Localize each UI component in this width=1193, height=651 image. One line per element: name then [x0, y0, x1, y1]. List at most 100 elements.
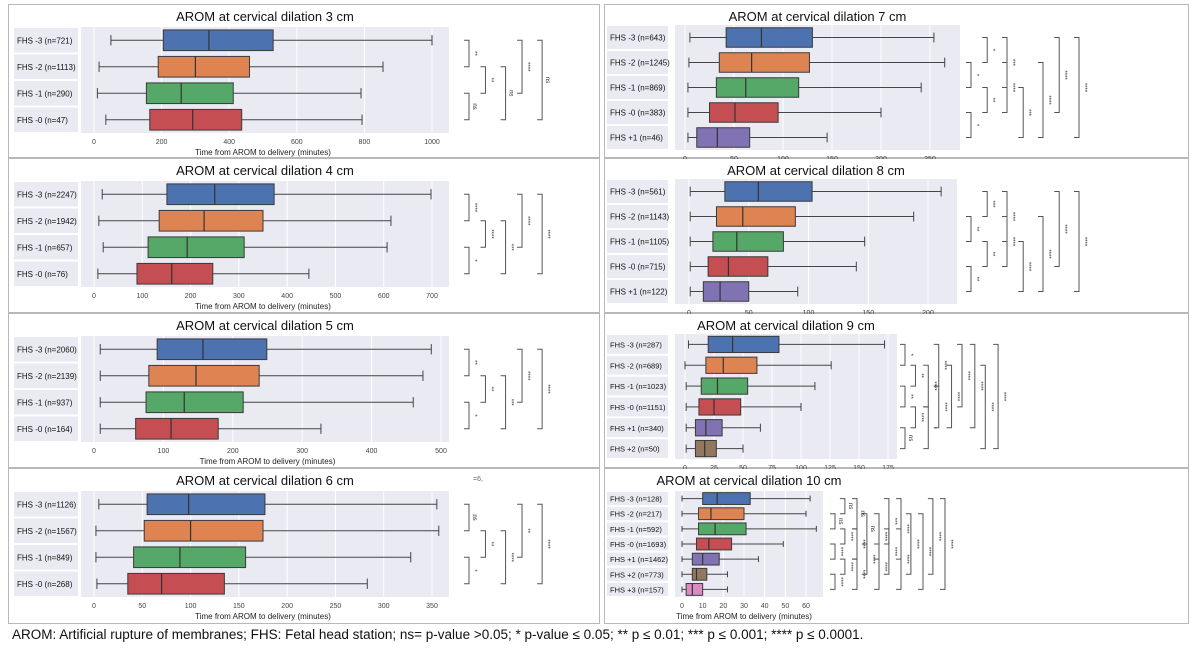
- x-tick-label: 600: [378, 293, 390, 300]
- stray-text: =6,: [473, 476, 483, 483]
- significance-label: ****: [837, 547, 843, 557]
- significance-label: ****: [1025, 262, 1031, 272]
- x-tick-label: 500: [330, 293, 342, 300]
- significance-bracket: [966, 266, 972, 292]
- significance-label: *: [471, 414, 477, 417]
- category-label: FHS +1 (n=122): [610, 288, 668, 297]
- category-label: FHS +2 (n=50): [610, 445, 660, 454]
- category-label: FHS -3 (n=643): [610, 34, 666, 43]
- significance-label: *: [471, 259, 477, 262]
- category-label-bg: [14, 545, 78, 570]
- category-label: FHS -3 (n=1126): [17, 500, 77, 509]
- x-tick-label: 1000: [424, 139, 440, 146]
- category-label-bg: [14, 337, 78, 362]
- boxplot-chart: AROM at cervical dilation 5 cm 0 100 200 300…: [14, 318, 550, 466]
- significance-label: ****: [524, 62, 530, 72]
- box-iqr: [696, 127, 751, 148]
- box-iqr: [724, 181, 813, 202]
- significance-label: *: [471, 569, 477, 572]
- boxplot-chart: AROM at cervical dilation 10 cm 0 10 20 30 40…: [607, 473, 953, 621]
- significance-label: ****: [1009, 83, 1015, 93]
- significance-bracket: [852, 498, 858, 530]
- significance-bracket: [537, 193, 543, 275]
- significance-label: ****: [508, 553, 514, 563]
- category-label: FHS -3 (n=2247): [17, 190, 77, 199]
- significance-label: ***: [508, 399, 514, 407]
- panel-dilation-3cm: AROM at cervical dilation 3 cm 0 200 400 600…: [8, 4, 600, 158]
- category-label-bg: [607, 552, 668, 566]
- x-tick-label: 50: [745, 310, 753, 314]
- x-tick-label: 0: [92, 448, 96, 455]
- significance-label: ***: [891, 518, 897, 526]
- significance-bracket: [500, 375, 507, 430]
- box-iqr: [145, 391, 244, 414]
- boxplot-chart: AROM at cervical dilation 6 cm 0 50 100 150 2…: [14, 473, 550, 621]
- significance-label: **: [487, 542, 493, 547]
- box-iqr: [725, 27, 813, 48]
- category-label: FHS -3 (n=561): [610, 188, 666, 197]
- significance-label: ****: [881, 562, 887, 572]
- category-label-bg: [607, 507, 668, 521]
- x-tick-label: 0: [680, 603, 684, 610]
- box-iqr: [691, 552, 720, 566]
- box-iqr: [136, 262, 214, 285]
- significance-bracket: [927, 498, 934, 575]
- significance-label: ****: [935, 532, 941, 542]
- significance-label: ns: [859, 511, 865, 517]
- significance-label: *: [973, 74, 979, 77]
- category-label: FHS -1 (n=1023): [610, 382, 667, 391]
- category-label-bg: [14, 182, 78, 207]
- significance-bracket: [969, 343, 976, 429]
- significance-bracket: [982, 37, 988, 63]
- category-label-bg: [14, 390, 78, 415]
- x-tick-label: 300: [296, 448, 308, 455]
- category-label: FHS +1 (n=1462): [610, 555, 668, 564]
- category-label: FHS -0 (n=76): [17, 270, 68, 279]
- significance-bracket: [480, 375, 486, 403]
- significance-bracket: [517, 193, 523, 248]
- significance-bracket: [1002, 191, 1008, 242]
- category-label: FHS +2 (n=773): [610, 570, 664, 579]
- x-tick-label: 0: [92, 293, 96, 300]
- category-label-bg: [607, 376, 668, 396]
- box-iqr: [702, 492, 751, 505]
- category-label-bg: [607, 418, 668, 438]
- chart-title: AROM at cervical dilation 8 cm: [727, 163, 905, 178]
- box-iqr: [715, 206, 796, 227]
- significance-label: ****: [524, 371, 530, 381]
- significance-bracket: [500, 220, 507, 275]
- panel-dilation-4cm: AROM at cervical dilation 4 cm 0 100 200 300…: [8, 158, 600, 313]
- significance-label: **: [973, 277, 979, 282]
- x-tick-label: 30: [740, 603, 748, 610]
- x-tick-label: 200: [185, 293, 197, 300]
- x-tick-label: 200: [227, 448, 239, 455]
- box-iqr: [127, 572, 225, 595]
- category-label-bg: [607, 230, 668, 253]
- significance-bracket: [883, 498, 890, 545]
- significance-label: ****: [1061, 70, 1067, 80]
- box-iqr: [705, 356, 758, 374]
- chart-title: AROM at cervical dilation 3 cm: [176, 9, 354, 24]
- significance-label: **: [989, 252, 995, 257]
- category-label: FHS -0 (n=1693): [610, 540, 667, 549]
- chart-title: AROM at cervical dilation 7 cm: [729, 9, 907, 24]
- category-label: FHS -2 (n=1113): [17, 63, 76, 72]
- significance-label: **: [907, 394, 913, 399]
- x-tick-label: 100: [185, 603, 197, 610]
- box-iqr: [149, 108, 243, 131]
- chart-title: AROM at cervical dilation 9 cm: [697, 318, 875, 333]
- significance-label: ****: [881, 532, 887, 542]
- significance-bracket: [982, 241, 988, 267]
- significance-label: ****: [987, 402, 993, 412]
- significance-label: ****: [954, 392, 960, 402]
- category-label: FHS +1 (n=46): [610, 134, 663, 143]
- category-label: FHS -0 (n=164): [17, 425, 73, 434]
- significance-bracket: [480, 66, 486, 94]
- category-label-bg: [607, 567, 668, 581]
- x-tick-label: 300: [378, 603, 390, 610]
- significance-label: ns: [837, 518, 843, 524]
- box-iqr: [158, 209, 264, 232]
- significance-bracket: [980, 364, 986, 450]
- x-axis-label: Time from AROM to delivery (minutes): [195, 612, 331, 621]
- significance-bracket: [900, 427, 906, 450]
